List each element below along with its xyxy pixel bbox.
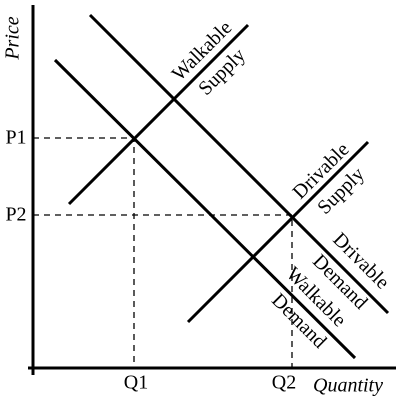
p2-label: P2: [5, 204, 26, 226]
y-axis-label: Price: [2, 16, 24, 60]
x-axis-label: Quantity: [313, 375, 383, 397]
walkable-supply: [67, 23, 250, 206]
p1-label: P1: [5, 127, 26, 149]
walkable-demand: [53, 58, 357, 360]
q2-label: Q2: [272, 372, 296, 394]
p1-q1-guide: [33, 137, 135, 368]
p2-q2-guide: [33, 214, 293, 368]
drivable-demand: [88, 13, 390, 315]
q1-label: Q1: [124, 372, 148, 394]
drivable-supply: [186, 140, 370, 324]
